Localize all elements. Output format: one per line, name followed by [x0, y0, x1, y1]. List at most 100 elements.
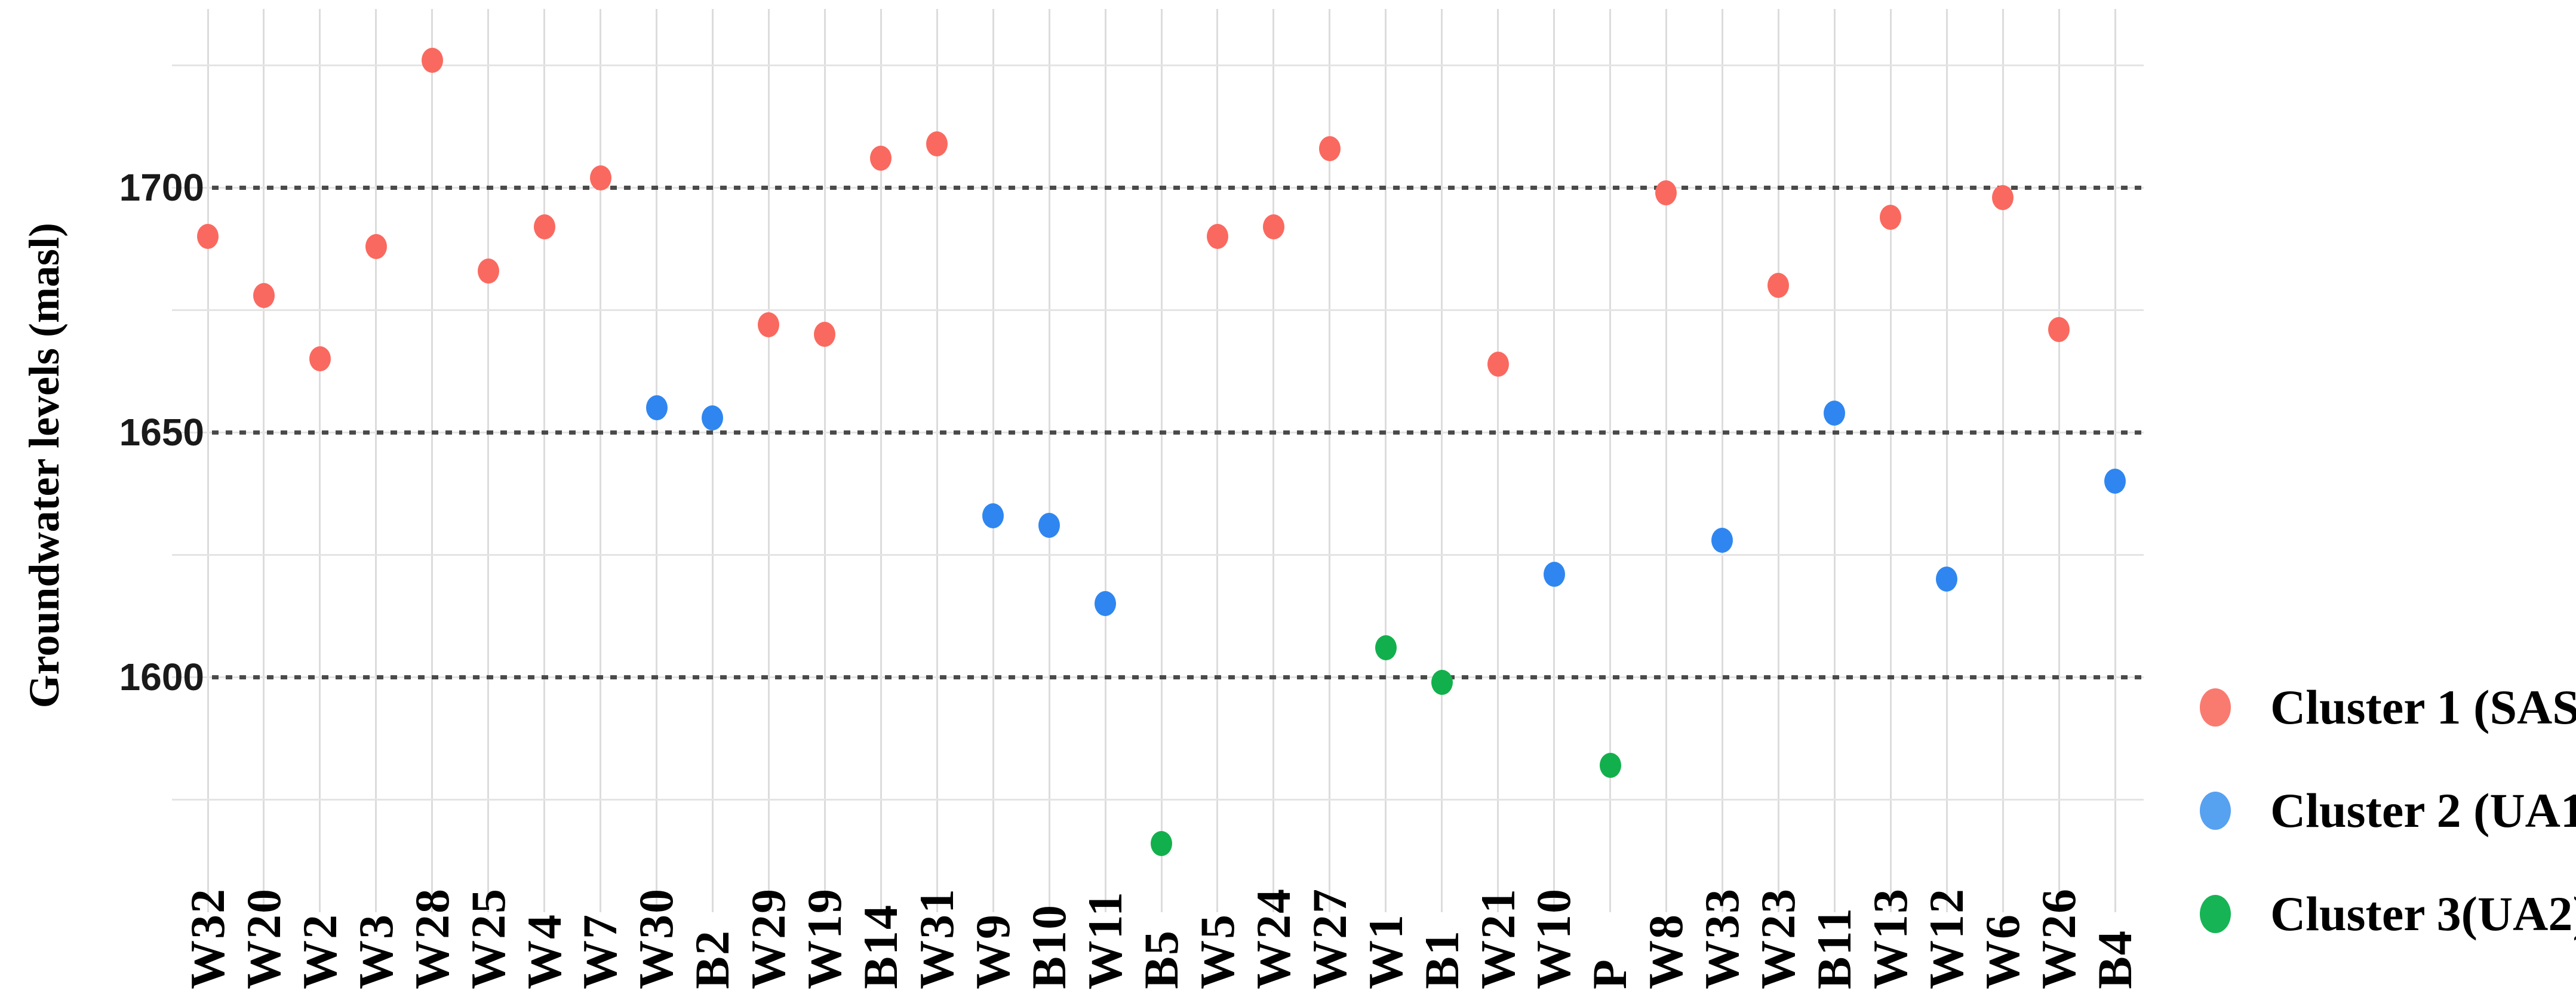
data-point-W31 — [926, 131, 948, 156]
dotted-gridline — [212, 185, 2144, 190]
data-point-W26 — [2048, 317, 2070, 343]
x-tick-label-B11: B11 — [1807, 906, 1862, 989]
data-point-W12 — [1936, 567, 1958, 592]
data-point-W27 — [1318, 136, 1341, 161]
v-gridline — [880, 9, 882, 912]
y-axis-title: Groundwater levels (masl) — [20, 223, 68, 709]
y-tick-label: 1700 — [119, 166, 204, 210]
x-tick-label-wrap: B4 — [2079, 930, 2151, 989]
data-point-W21 — [1487, 351, 1509, 377]
v-gridline — [2114, 9, 2116, 912]
data-point-W32 — [197, 224, 219, 250]
data-point-W9 — [982, 503, 1004, 528]
v-gridline — [711, 9, 714, 912]
x-tick-label-B14: B14 — [853, 904, 908, 989]
x-tick-label-W28: W28 — [404, 888, 459, 989]
v-gridline — [263, 9, 265, 912]
x-tick-label-P: P — [1582, 958, 1637, 989]
legend-label: Cluster 3(UA2) — [2270, 887, 2576, 941]
legend-marker-icon — [2200, 688, 2231, 727]
v-gridline — [823, 9, 826, 912]
v-gridline — [1104, 9, 1106, 912]
v-gridline — [1216, 9, 1219, 912]
y-tick-label: 1650 — [119, 411, 204, 454]
x-tick-label-W3: W3 — [348, 913, 403, 989]
v-gridline — [207, 9, 209, 912]
x-tick-label-W13: W13 — [1863, 888, 1918, 989]
data-point-W13 — [1880, 204, 1902, 230]
data-point-W8 — [1655, 180, 1677, 205]
x-tick-label-W24: W24 — [1246, 888, 1301, 989]
v-gridline — [767, 9, 770, 912]
v-gridline — [1385, 9, 1387, 912]
v-gridline — [1945, 9, 1948, 912]
data-point-B11 — [1824, 400, 1846, 426]
x-tick-label-W9: W9 — [966, 913, 1020, 989]
x-tick-label-B5: B5 — [1133, 930, 1188, 989]
x-tick-label-B10: B10 — [1022, 904, 1077, 989]
data-point-B14 — [870, 146, 892, 171]
v-gridline — [1553, 9, 1556, 912]
x-tick-label-B4: B4 — [2087, 930, 2142, 989]
v-gridline — [1441, 9, 1443, 912]
data-point-B5 — [1151, 831, 1172, 857]
v-gridline — [1889, 9, 1892, 912]
x-tick-label-W23: W23 — [1751, 888, 1806, 989]
data-point-P — [1599, 752, 1621, 778]
data-point-W28 — [421, 48, 443, 73]
data-point-W25 — [477, 258, 499, 284]
data-point-B1 — [1431, 669, 1453, 695]
x-tick-label-W6: W6 — [1975, 913, 2030, 989]
data-point-W3 — [365, 233, 387, 259]
x-tick-label-W30: W30 — [629, 888, 684, 989]
x-tick-label-W31: W31 — [909, 888, 964, 989]
data-point-W7 — [589, 165, 611, 190]
x-tick-label-W19: W19 — [797, 888, 852, 989]
v-gridline — [600, 9, 602, 912]
legend-item-1: Cluster 1 (SAS) — [2200, 675, 2576, 740]
v-gridline — [487, 9, 490, 912]
x-tick-label-W26: W26 — [2031, 888, 2086, 989]
v-gridline — [319, 9, 321, 912]
x-tick-label-B2: B2 — [685, 930, 740, 989]
v-gridline — [1777, 9, 1779, 912]
v-gridline — [543, 9, 546, 912]
h-gridline — [172, 553, 2144, 556]
y-tick-label: 1600 — [119, 656, 204, 699]
x-tick-label-W27: W27 — [1302, 888, 1357, 989]
x-tick-label-W2: W2 — [292, 913, 347, 989]
legend-item-3: Cluster 3(UA2) — [2200, 881, 2576, 947]
data-point-W19 — [814, 322, 836, 347]
v-gridline — [1048, 9, 1050, 912]
v-gridline — [1609, 9, 1612, 912]
x-tick-label-W7: W7 — [573, 913, 628, 989]
legend-item-2: Cluster 2 (UA1) — [2200, 778, 2576, 844]
x-tick-label-W11: W11 — [1077, 890, 1132, 989]
x-tick-label-W8: W8 — [1639, 913, 1693, 989]
legend-label: Cluster 1 (SAS) — [2270, 680, 2576, 734]
x-tick-label-W1: W1 — [1358, 913, 1413, 989]
data-point-W30 — [645, 395, 668, 421]
v-gridline — [1329, 9, 1331, 912]
v-gridline — [936, 9, 938, 912]
x-tick-label-W21: W21 — [1470, 888, 1525, 989]
data-point-W5 — [1206, 224, 1228, 250]
legend-label: Cluster 2 (UA1) — [2270, 783, 2576, 838]
x-tick-label-W20: W20 — [236, 888, 291, 989]
x-tick-label-W33: W33 — [1695, 888, 1750, 989]
v-gridline — [1272, 9, 1275, 912]
v-gridline — [656, 9, 658, 912]
dotted-gridline — [212, 675, 2144, 679]
v-gridline — [1665, 9, 1667, 912]
data-point-W23 — [1767, 273, 1790, 298]
data-point-W24 — [1262, 214, 1284, 239]
v-gridline — [431, 9, 434, 912]
x-tick-label-W5: W5 — [1189, 913, 1244, 989]
x-tick-label-W25: W25 — [460, 888, 515, 989]
h-gridline — [172, 309, 2144, 311]
data-point-W10 — [1543, 562, 1565, 587]
v-gridline — [1833, 9, 1836, 912]
data-point-W6 — [1992, 184, 2014, 210]
data-point-B2 — [702, 405, 724, 430]
